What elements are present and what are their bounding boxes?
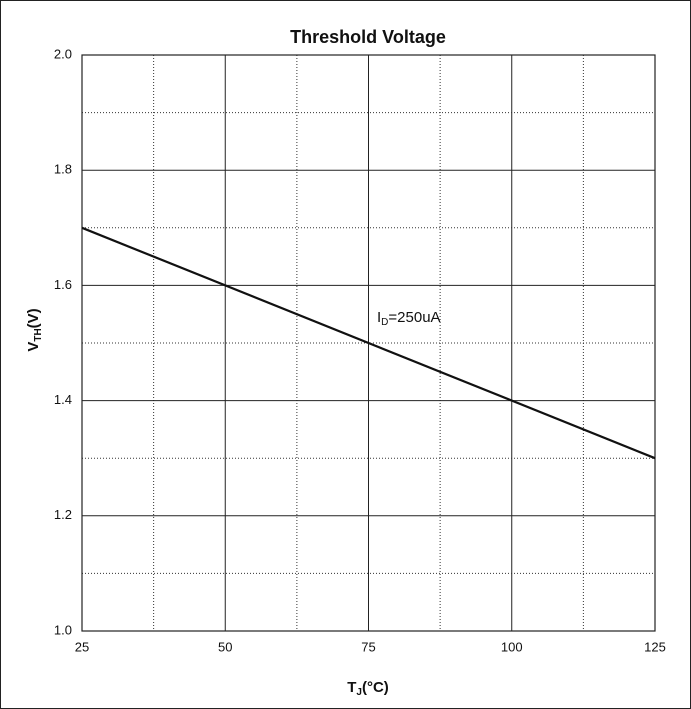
y-tick-label: 1.2 bbox=[54, 507, 72, 522]
x-tick-label: 50 bbox=[218, 639, 232, 654]
x-tick-label: 125 bbox=[644, 639, 666, 654]
annotation: ID=250uA bbox=[377, 309, 441, 328]
annotation-rest: =250uA bbox=[388, 309, 440, 326]
x-axis-label-sub: J bbox=[356, 687, 362, 698]
x-tick-label: 100 bbox=[501, 639, 523, 654]
y-tick-label: 1.8 bbox=[54, 162, 72, 177]
y-tick-label: 1.4 bbox=[54, 392, 72, 407]
y-axis-label-main: V bbox=[25, 342, 42, 352]
data-line bbox=[81, 226, 656, 460]
x-axis-label-rest: (°C) bbox=[362, 679, 389, 696]
chart-title: Threshold Voltage bbox=[290, 27, 446, 47]
y-axis-label-rest: (V) bbox=[25, 308, 42, 328]
annotation-sub: D bbox=[381, 317, 388, 328]
y-axis-label: VTH(V) bbox=[25, 308, 44, 351]
y-axis-label-sub: TH bbox=[33, 328, 44, 341]
y-tick-label: 1.6 bbox=[54, 277, 72, 292]
x-axis-label-main: T bbox=[347, 679, 356, 696]
x-tick-label: 75 bbox=[361, 639, 375, 654]
x-axis-label: TJ(°C) bbox=[347, 679, 389, 698]
annotation-main: I bbox=[377, 309, 381, 326]
plot-border bbox=[81, 54, 656, 632]
x-tick-label: 25 bbox=[75, 639, 89, 654]
y-tick-label: 1.0 bbox=[54, 622, 72, 637]
y-tick-label: 2.0 bbox=[54, 46, 72, 61]
